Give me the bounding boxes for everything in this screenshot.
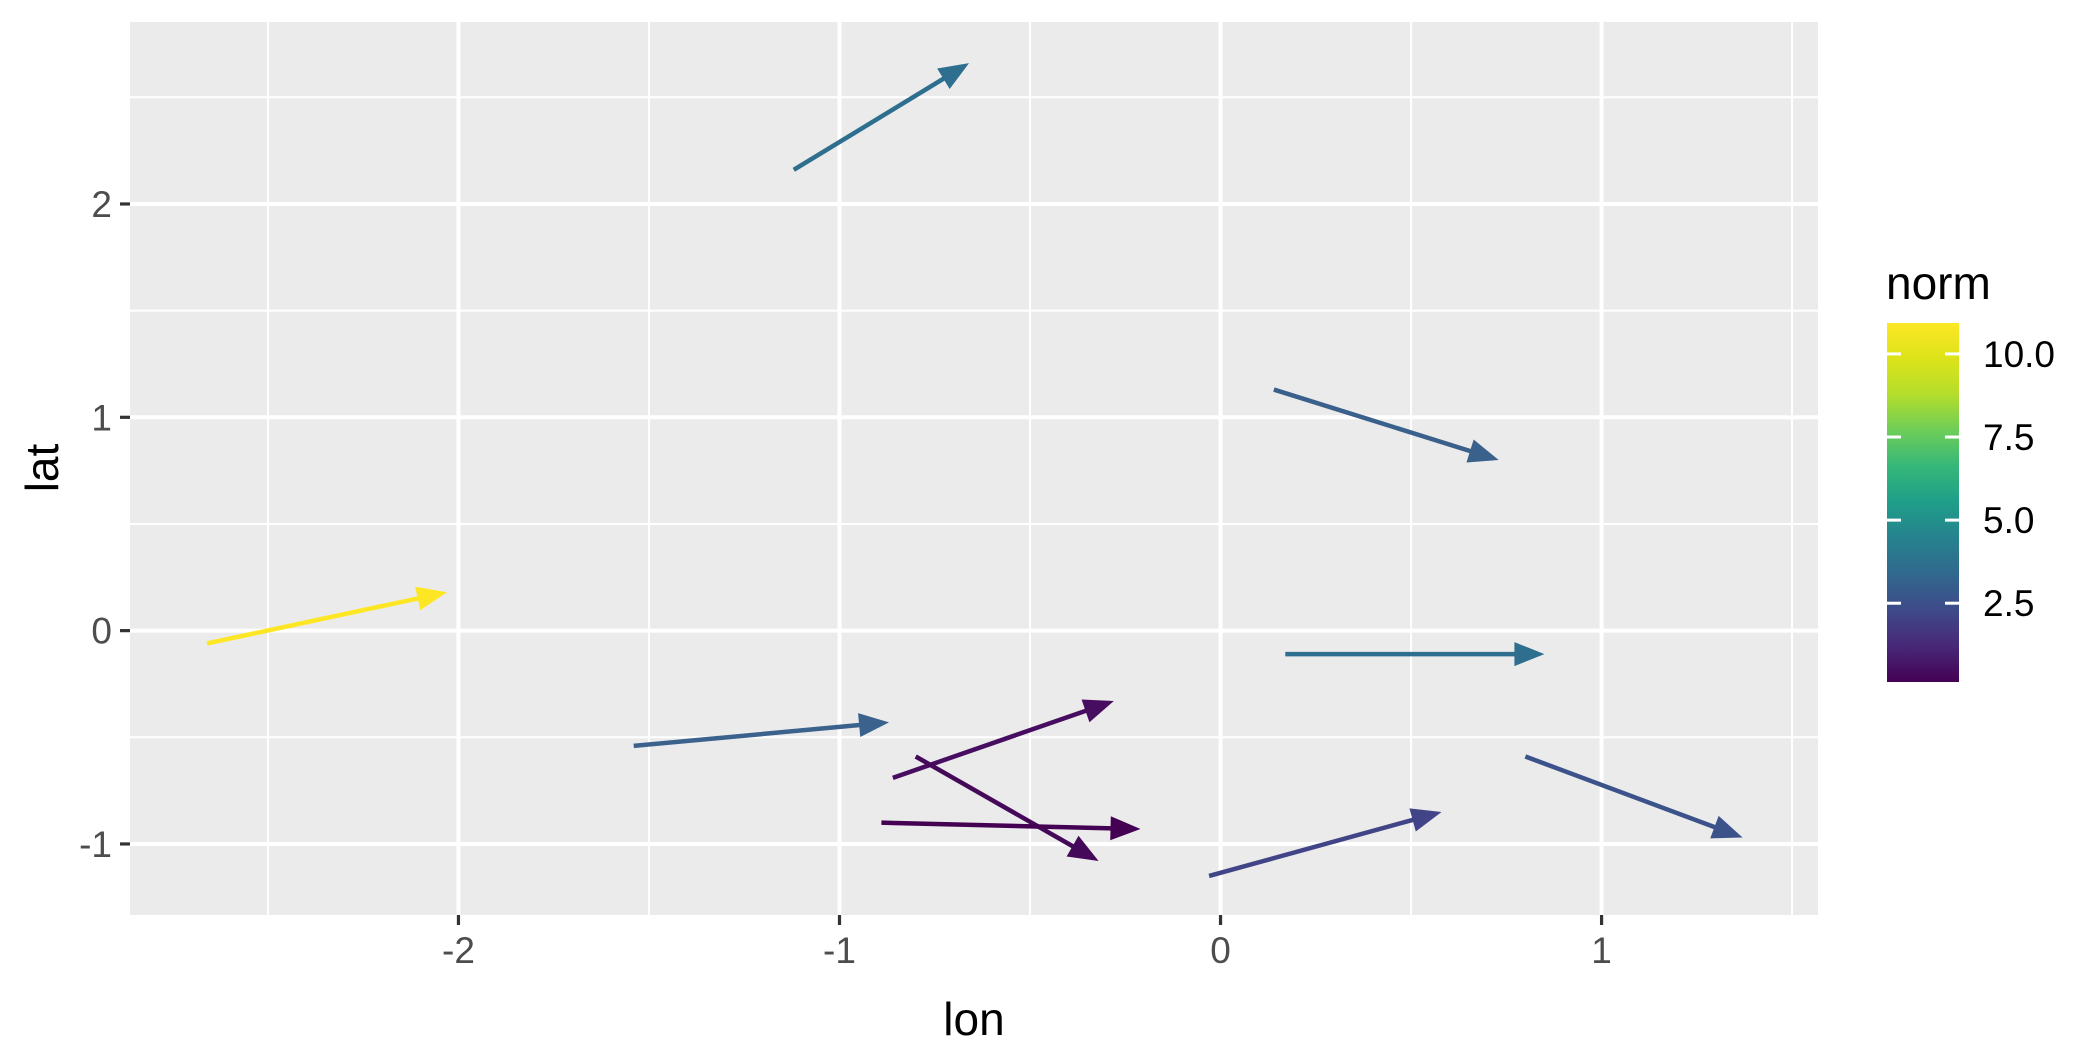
x-tick-labels: -2 -1 0 1: [442, 930, 1612, 971]
colorbar-label: 5.0: [1983, 500, 2034, 541]
vector-arrow: [1524, 754, 1743, 839]
colorbar-legend: 2.5 5.0 7.5 10.0: [1887, 323, 2055, 682]
x-tick-label: -1: [823, 930, 856, 971]
arrow-head: [1409, 808, 1442, 832]
arrow-shaft: [792, 75, 947, 172]
vector-arrow: [881, 816, 1141, 841]
legend-title: norm: [1886, 257, 1991, 309]
x-tick-label: -2: [442, 930, 475, 971]
y-tick-labels: -1 0 1 2: [79, 184, 112, 865]
arrow-shaft: [881, 820, 1113, 831]
vector-arrow: [914, 754, 1099, 862]
arrow-head: [858, 713, 890, 738]
x-tick-label: 0: [1210, 930, 1231, 971]
y-tick-label: 2: [91, 184, 112, 225]
colorbar-labels: 2.5 5.0 7.5 10.0: [1983, 334, 2055, 624]
y-tick-label: -1: [79, 824, 112, 865]
arrow-shaft: [1208, 817, 1416, 879]
arrow-head: [937, 63, 970, 90]
vector-arrow: [633, 713, 890, 749]
colorbar: [1887, 323, 1959, 682]
y-axis-title: lat: [16, 443, 68, 493]
vector-arrow: [206, 586, 448, 646]
arrow-head: [1514, 642, 1545, 667]
plot-panel: [130, 22, 1818, 915]
colorbar-tick-marks: [1887, 352, 1959, 605]
vector-arrow: [1285, 642, 1545, 667]
x-axis-title: lon: [943, 993, 1005, 1045]
vector-arrow: [792, 63, 970, 172]
minor-gridlines: [130, 22, 1818, 915]
arrow-head: [1081, 699, 1114, 723]
vector-arrow: [1208, 808, 1442, 879]
arrow-shaft: [1273, 387, 1473, 454]
x-tick-label: 1: [1591, 930, 1612, 971]
major-gridlines: [130, 22, 1818, 915]
arrow-head: [1066, 835, 1099, 862]
axis-ticks: [120, 202, 1604, 925]
colorbar-label: 2.5: [1983, 583, 2034, 624]
y-tick-label: 1: [91, 397, 112, 438]
arrow-shaft: [1524, 754, 1718, 830]
arrow-shaft: [892, 708, 1089, 780]
arrow-head: [415, 586, 448, 611]
arrow-shaft: [633, 722, 862, 749]
arrow-shaft: [914, 754, 1076, 850]
vector-arrows: [206, 63, 1743, 879]
arrow-head: [1466, 439, 1499, 463]
vector-arrow: [892, 699, 1114, 780]
arrow-head: [1110, 816, 1141, 841]
vector-arrow: [1273, 387, 1499, 463]
colorbar-label: 10.0: [1983, 334, 2055, 375]
arrow-head: [1710, 815, 1743, 839]
colorbar-label: 7.5: [1983, 417, 2034, 458]
y-tick-label: 0: [91, 611, 112, 652]
arrow-shaft: [206, 595, 421, 646]
